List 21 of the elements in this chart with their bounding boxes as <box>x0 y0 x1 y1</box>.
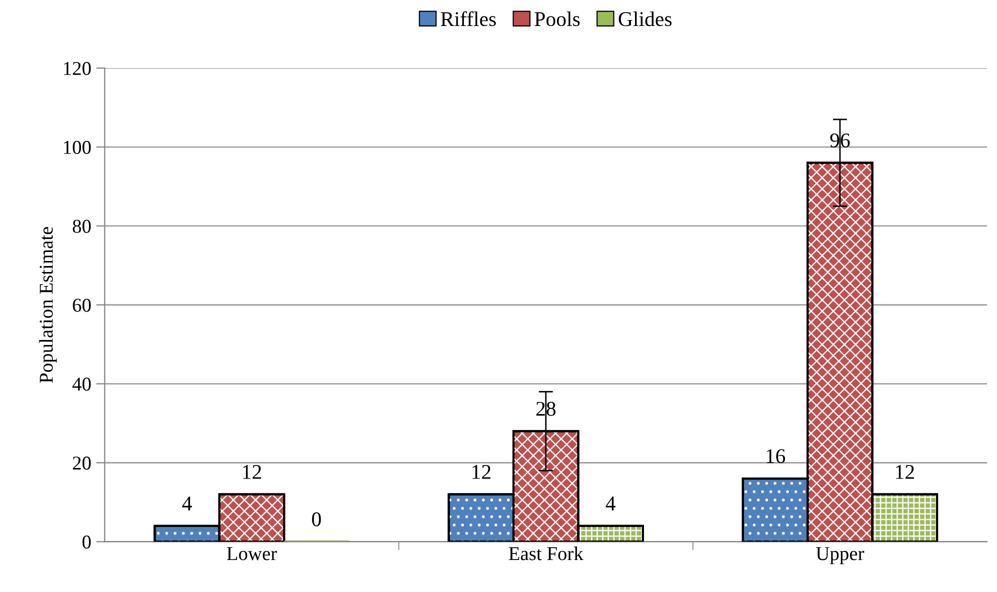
y-axis-title: Population Estimate <box>39 226 57 383</box>
legend-label: Riffles <box>440 11 496 26</box>
y-tick-label: 60 <box>72 298 91 312</box>
y-tick-label: 120 <box>64 62 91 76</box>
data-label: 12 <box>243 464 262 479</box>
y-tick-label: 80 <box>72 220 91 233</box>
data-label: 12 <box>472 464 490 479</box>
data-label: 0 <box>312 512 321 526</box>
y-tick-label: 20 <box>72 456 91 470</box>
x-tick-label: Lower <box>226 547 277 560</box>
data-label: 4 <box>182 496 192 510</box>
legend-label: Pools <box>534 11 580 26</box>
y-tick-label: 0 <box>82 535 91 549</box>
y-tick-label: 40 <box>72 378 91 391</box>
y-tick-label: 100 <box>64 140 91 154</box>
data-label: 12 <box>896 464 914 479</box>
data-label: 16 <box>766 449 786 464</box>
legend-label: Glides <box>618 11 672 26</box>
x-tick-label: East Fork <box>508 546 584 560</box>
x-tick-label: Upper <box>816 547 864 564</box>
data-label: 4 <box>606 496 616 510</box>
